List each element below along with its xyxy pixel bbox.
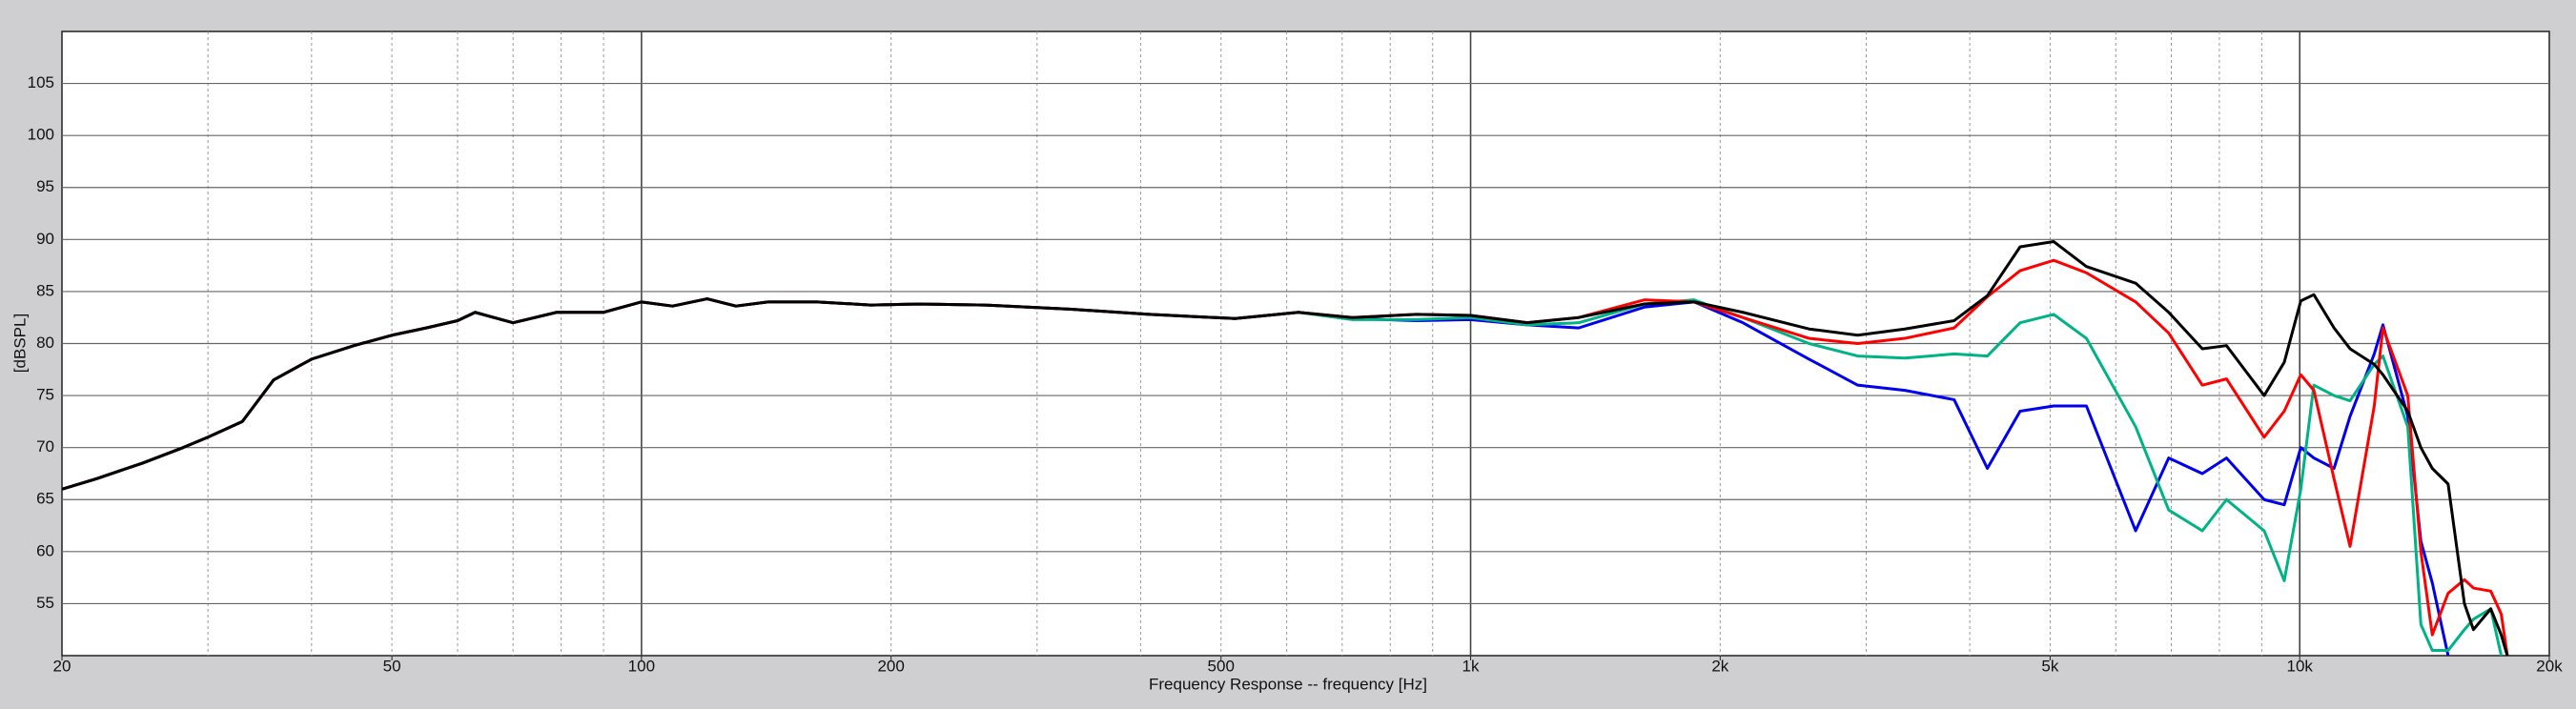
x-axis-label: Frequency Response -- frequency [Hz] — [1149, 675, 1427, 693]
x-tick-label: 1k — [1462, 657, 1480, 675]
grid — [61, 31, 2550, 660]
y-tick-label: 55 — [36, 594, 54, 612]
lines — [62, 240, 2509, 656]
series-line — [62, 240, 2509, 656]
x-tick-label: 5k — [2041, 657, 2058, 675]
x-tick-label: 20k — [2536, 657, 2563, 675]
x-tick-label: 500 — [1208, 657, 1235, 675]
y-tick-label: 95 — [36, 177, 54, 195]
y-tick-label: 80 — [36, 334, 54, 352]
y-tick-label: 70 — [36, 437, 54, 456]
y-tick-label: 75 — [36, 386, 54, 404]
x-tick-label: 20 — [53, 657, 72, 675]
x-tick-label: 50 — [383, 657, 401, 675]
x-tick-label: 200 — [877, 657, 904, 675]
labels: 55 60 65 70 75 80 85 90 95 100 105 20 50 100 200 500 1k 2… — [28, 73, 2564, 675]
y-tick-label: 100 — [28, 126, 54, 144]
y-tick-label: 90 — [36, 230, 54, 248]
y-tick-label: 85 — [36, 281, 54, 299]
x-tick-label: 100 — [628, 657, 655, 675]
x-tick-label: 2k — [1711, 657, 1728, 675]
y-axis-label: [dBSPL] — [10, 314, 29, 373]
y-tick-label: 60 — [36, 541, 54, 559]
x-tick-label: 10k — [2286, 657, 2313, 675]
y-tick-label: 65 — [36, 490, 54, 508]
y-tick-label: 105 — [28, 73, 54, 91]
